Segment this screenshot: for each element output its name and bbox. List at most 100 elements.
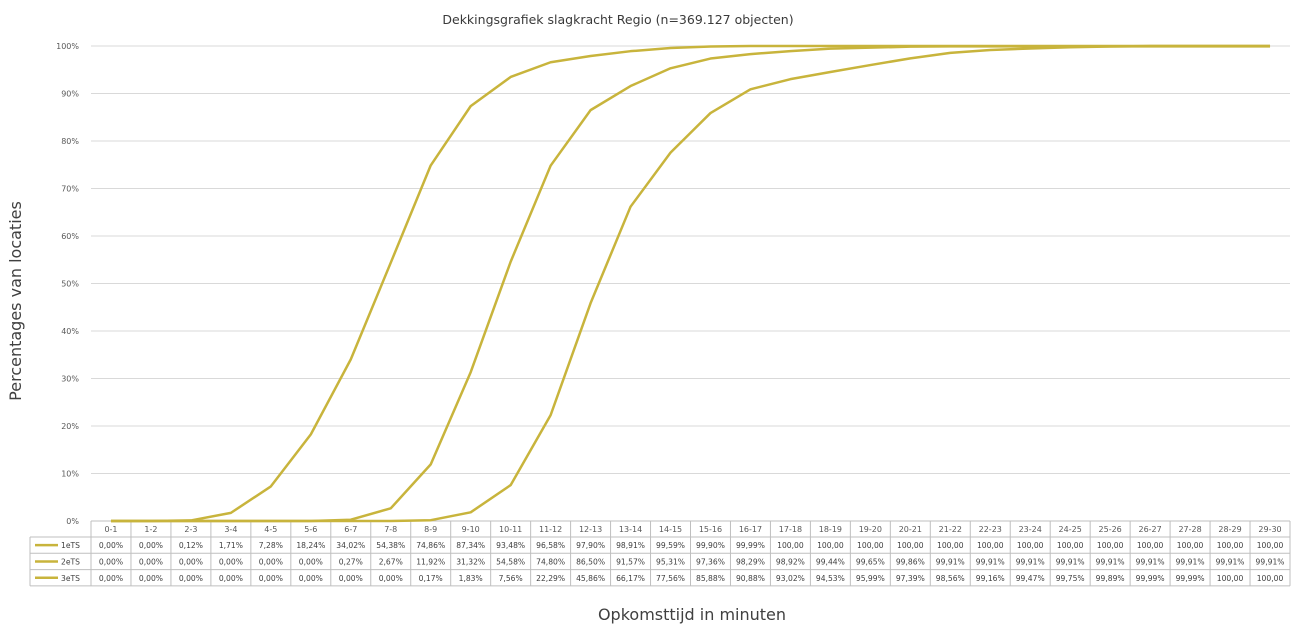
data-label: 1,83% xyxy=(459,574,483,583)
x-tick-label: 12-13 xyxy=(579,525,602,534)
x-tick-label: 29-30 xyxy=(1258,525,1281,534)
legend-entry: 1eTS xyxy=(61,541,80,550)
data-label: 0,00% xyxy=(139,557,163,566)
data-label: 0,00% xyxy=(299,557,323,566)
x-tick-label: 20-21 xyxy=(899,525,922,534)
y-tick-label: 50% xyxy=(61,280,79,289)
y-tick-label: 20% xyxy=(61,422,79,431)
x-tick-label: 19-20 xyxy=(859,525,882,534)
data-label: 95,31% xyxy=(656,557,685,566)
x-tick-label: 8-9 xyxy=(424,525,437,534)
data-label: 100,00 xyxy=(1057,541,1084,550)
x-tick-label: 16-17 xyxy=(739,525,762,534)
y-tick-label: 0% xyxy=(66,517,79,526)
data-label: 0,00% xyxy=(219,557,243,566)
data-label: 99,99% xyxy=(1136,574,1165,583)
data-label: 11,92% xyxy=(416,557,445,566)
data-label: 0,00% xyxy=(139,574,163,583)
data-label: 0,17% xyxy=(419,574,443,583)
y-tick-label: 90% xyxy=(61,90,79,99)
data-label: 45,86% xyxy=(576,574,605,583)
data-label: 0,00% xyxy=(299,574,323,583)
data-label: 98,91% xyxy=(616,541,645,550)
x-tick-label: 11-12 xyxy=(539,525,562,534)
data-label: 34,02% xyxy=(336,541,365,550)
data-label: 99,47% xyxy=(1016,574,1045,583)
data-label: 100,00 xyxy=(1177,541,1204,550)
data-label: 99,59% xyxy=(656,541,685,550)
data-label: 100,00 xyxy=(1217,574,1244,583)
data-label: 0,00% xyxy=(99,541,123,550)
data-label: 0,12% xyxy=(179,541,203,550)
data-label: 0,00% xyxy=(259,574,283,583)
y-tick-label: 100% xyxy=(56,42,79,51)
x-tick-label: 21-22 xyxy=(939,525,962,534)
data-label: 99,91% xyxy=(1136,557,1165,566)
data-label: 99,99% xyxy=(736,541,765,550)
data-label: 100,00 xyxy=(857,541,884,550)
data-label: 95,99% xyxy=(856,574,885,583)
y-tick-label: 30% xyxy=(61,375,79,384)
data-label: 74,86% xyxy=(416,541,445,550)
data-label: 99,99% xyxy=(1176,574,1205,583)
data-label: 0,00% xyxy=(139,541,163,550)
data-label: 97,36% xyxy=(696,557,725,566)
data-label: 22,29% xyxy=(536,574,565,583)
data-label: 7,56% xyxy=(499,574,523,583)
data-label: 2,67% xyxy=(379,557,403,566)
data-label: 0,00% xyxy=(379,574,403,583)
data-label: 0,00% xyxy=(99,574,123,583)
data-label: 99,91% xyxy=(936,557,965,566)
data-label: 98,29% xyxy=(736,557,765,566)
data-label: 90,88% xyxy=(736,574,765,583)
x-tick-label: 9-10 xyxy=(462,525,480,534)
data-label: 99,16% xyxy=(976,574,1005,583)
x-tick-label: 24-25 xyxy=(1059,525,1082,534)
data-label: 99,89% xyxy=(1096,574,1125,583)
data-label: 0,00% xyxy=(219,574,243,583)
x-tick-label: 27-28 xyxy=(1178,525,1201,534)
data-label: 91,57% xyxy=(616,557,645,566)
data-label: 85,88% xyxy=(696,574,725,583)
x-tick-label: 22-23 xyxy=(979,525,1002,534)
data-label: 31,32% xyxy=(456,557,485,566)
y-tick-labels: 0% 10% 20% 30% 40% 50% 60% 70% 80% 90% 100% xyxy=(56,42,79,526)
data-label: 54,58% xyxy=(496,557,525,566)
x-tick-label: 23-24 xyxy=(1019,525,1042,534)
data-label: 86,50% xyxy=(576,557,605,566)
data-label: 74,80% xyxy=(536,557,565,566)
x-tick-label: 25-26 xyxy=(1099,525,1122,534)
data-label: 66,17% xyxy=(616,574,645,583)
data-label: 99,91% xyxy=(1216,557,1245,566)
data-label: 99,44% xyxy=(816,557,845,566)
data-label: 100,00 xyxy=(897,541,924,550)
x-tick-label: 5-6 xyxy=(304,525,317,534)
data-label: 99,91% xyxy=(976,557,1005,566)
x-tick-label: 14-15 xyxy=(659,525,682,534)
data-label: 99,90% xyxy=(696,541,725,550)
data-label: 100,00 xyxy=(1017,541,1044,550)
data-label: 54,38% xyxy=(376,541,405,550)
x-tick-label: 1-2 xyxy=(144,525,157,534)
x-tick-label: 15-16 xyxy=(699,525,722,534)
gridlines xyxy=(91,46,1290,474)
data-label: 100,00 xyxy=(777,541,804,550)
data-label: 0,27% xyxy=(339,557,363,566)
data-label: 100,00 xyxy=(817,541,844,550)
data-label: 0,00% xyxy=(179,574,203,583)
data-label: 97,90% xyxy=(576,541,605,550)
x-tick-label: 7-8 xyxy=(384,525,397,534)
data-label: 99,75% xyxy=(1056,574,1085,583)
data-label: 100,00 xyxy=(1257,541,1284,550)
data-label: 100,00 xyxy=(1257,574,1284,583)
data-label: 99,91% xyxy=(1256,557,1285,566)
data-label: 99,91% xyxy=(1096,557,1125,566)
data-label: 0,00% xyxy=(179,557,203,566)
data-label: 99,86% xyxy=(896,557,925,566)
data-label: 1,71% xyxy=(219,541,243,550)
data-label: 96,58% xyxy=(536,541,565,550)
x-tick-label: 17-18 xyxy=(779,525,802,534)
legend-entry: 2eTS xyxy=(61,557,80,566)
